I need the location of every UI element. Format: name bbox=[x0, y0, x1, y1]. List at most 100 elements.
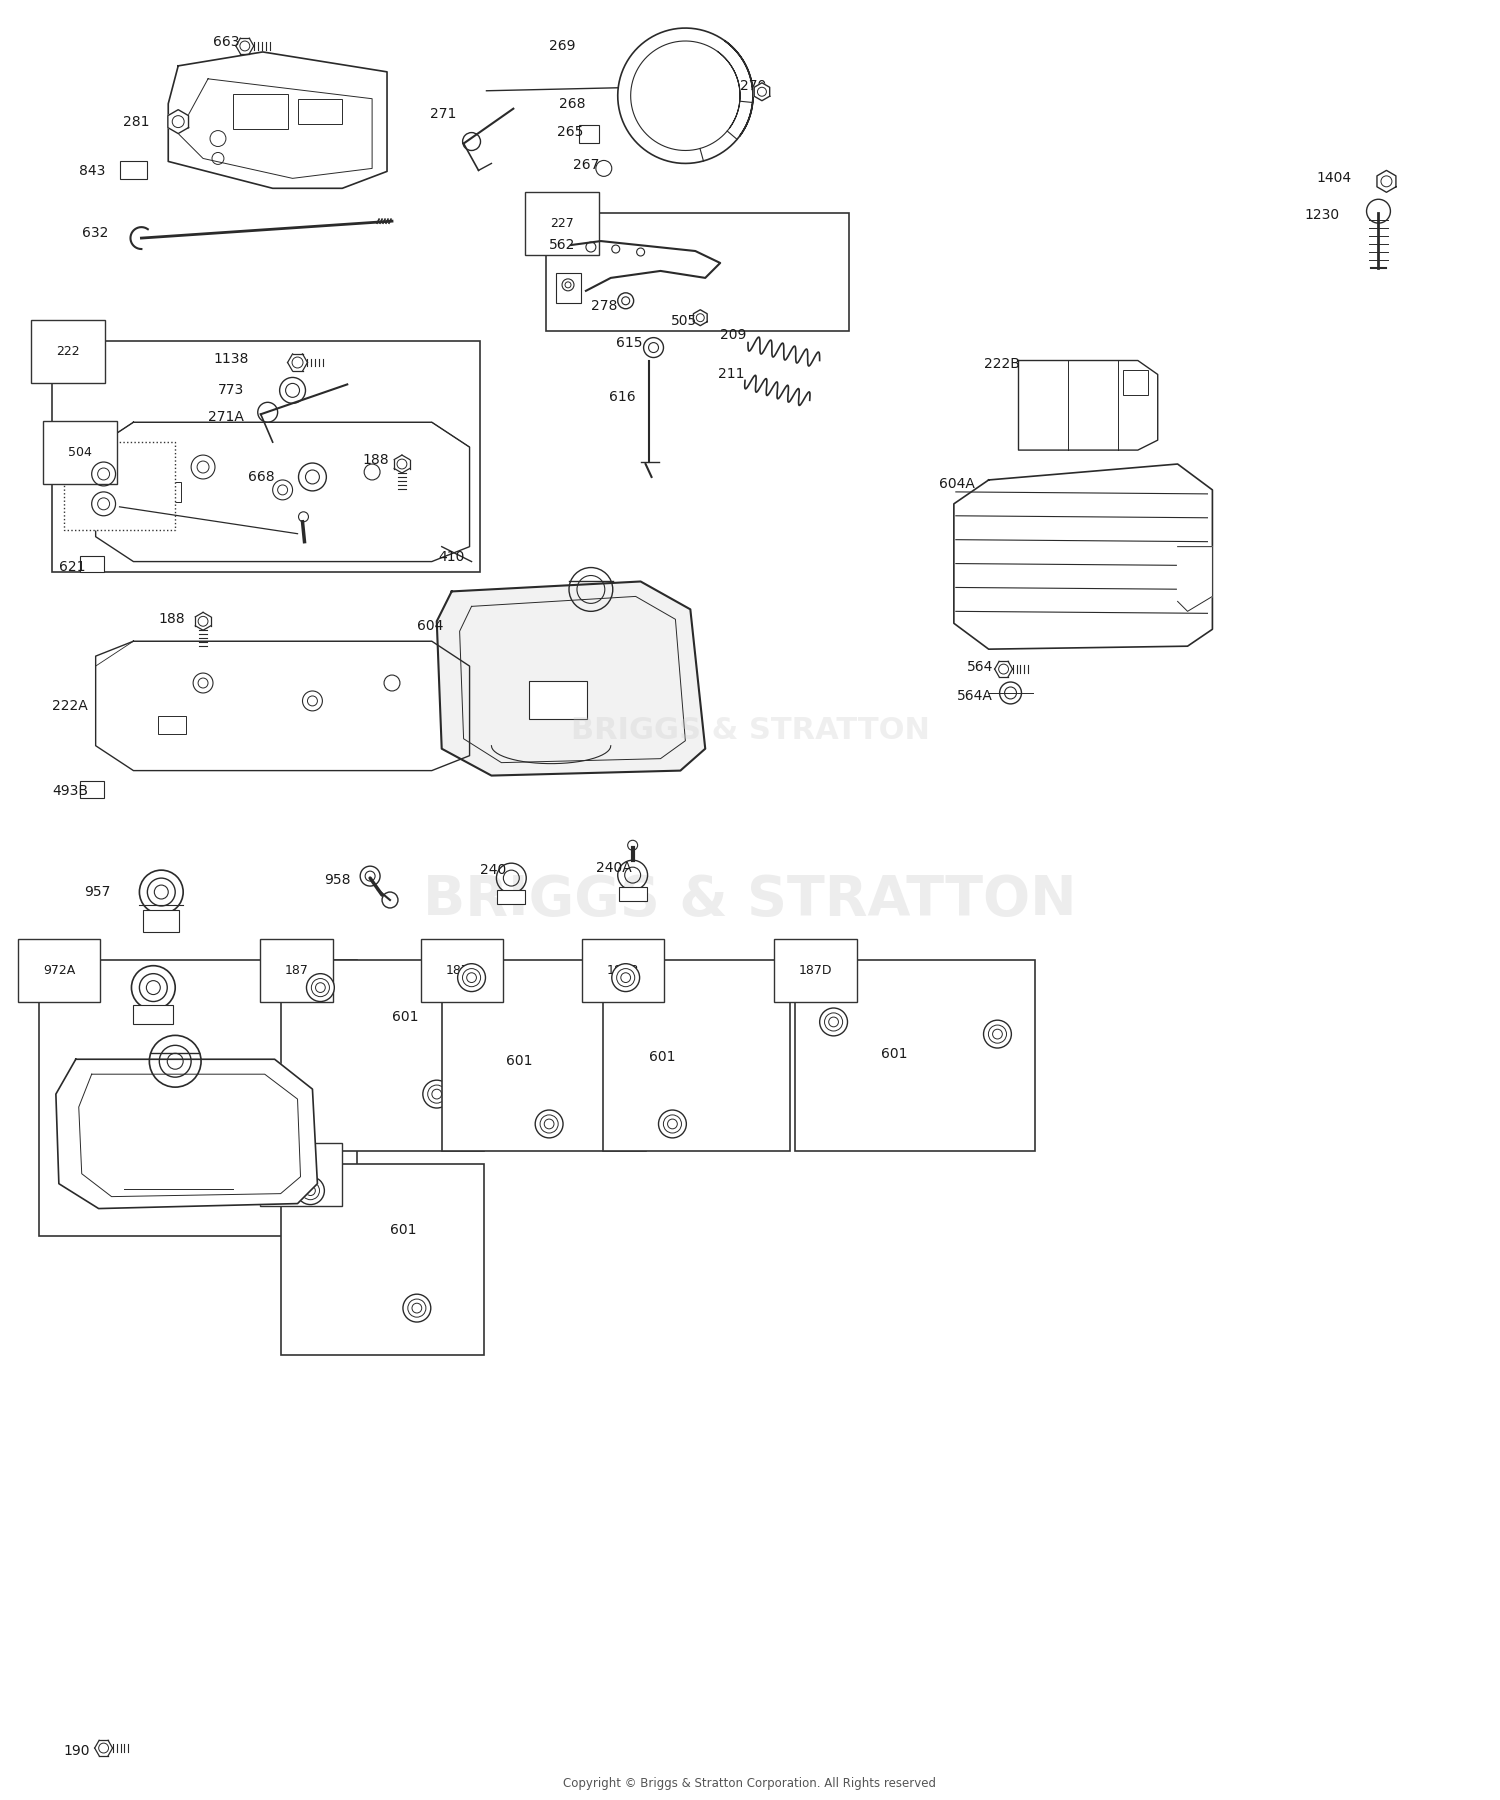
Circle shape bbox=[663, 1114, 681, 1132]
Circle shape bbox=[302, 1181, 320, 1201]
Text: 663: 663 bbox=[213, 34, 240, 49]
Circle shape bbox=[536, 1111, 562, 1138]
Bar bbox=[80, 781, 104, 799]
Circle shape bbox=[988, 1024, 1006, 1044]
Polygon shape bbox=[436, 581, 705, 776]
Bar bbox=[795, 959, 1035, 1150]
Text: 616: 616 bbox=[609, 391, 636, 405]
Text: 222B: 222B bbox=[984, 358, 1020, 371]
Bar bbox=[280, 959, 484, 1150]
Text: 564A: 564A bbox=[957, 689, 993, 704]
Text: 621: 621 bbox=[58, 560, 86, 574]
Bar bbox=[441, 959, 645, 1150]
Text: 1138: 1138 bbox=[213, 351, 249, 365]
Polygon shape bbox=[693, 310, 706, 326]
Text: 604A: 604A bbox=[939, 477, 975, 491]
Text: 270: 270 bbox=[740, 79, 766, 94]
Circle shape bbox=[427, 1085, 445, 1103]
Bar bbox=[80, 556, 104, 572]
Circle shape bbox=[312, 979, 330, 997]
Text: 211: 211 bbox=[718, 367, 744, 382]
Text: 187D: 187D bbox=[798, 963, 832, 977]
Bar bbox=[120, 162, 147, 180]
Text: 267: 267 bbox=[573, 158, 600, 173]
Bar bbox=[1124, 371, 1148, 396]
Polygon shape bbox=[1178, 547, 1212, 612]
Text: 265: 265 bbox=[556, 124, 584, 139]
Polygon shape bbox=[96, 641, 470, 770]
Bar bbox=[53, 340, 480, 572]
Circle shape bbox=[466, 972, 477, 983]
Text: 240: 240 bbox=[480, 864, 506, 877]
Text: 601: 601 bbox=[392, 1010, 418, 1024]
Text: 240A: 240A bbox=[596, 860, 632, 875]
Bar bbox=[144, 911, 178, 932]
Circle shape bbox=[306, 1186, 315, 1195]
Text: 271: 271 bbox=[430, 106, 456, 121]
Text: 1404: 1404 bbox=[1317, 171, 1352, 185]
Text: 615: 615 bbox=[615, 335, 642, 349]
Circle shape bbox=[462, 968, 480, 986]
Circle shape bbox=[413, 1303, 422, 1312]
Bar bbox=[603, 959, 790, 1150]
Text: 632: 632 bbox=[81, 227, 108, 239]
Polygon shape bbox=[96, 423, 470, 562]
Text: Copyright © Briggs & Stratton Corporation. All Rights reserved: Copyright © Briggs & Stratton Corporatio… bbox=[564, 1777, 936, 1791]
Polygon shape bbox=[56, 1058, 318, 1208]
Bar bbox=[546, 212, 849, 331]
Bar bbox=[159, 716, 186, 734]
Text: 187: 187 bbox=[285, 963, 309, 977]
Text: 562: 562 bbox=[549, 238, 576, 252]
Bar bbox=[64, 443, 176, 529]
Circle shape bbox=[458, 963, 486, 992]
Circle shape bbox=[306, 974, 334, 1001]
Text: 187C: 187C bbox=[285, 1168, 316, 1181]
Bar bbox=[134, 1004, 172, 1024]
Polygon shape bbox=[168, 110, 189, 133]
Text: 188: 188 bbox=[159, 612, 184, 626]
Circle shape bbox=[825, 1013, 843, 1031]
Text: 269: 269 bbox=[549, 40, 576, 52]
Polygon shape bbox=[1019, 360, 1158, 450]
Circle shape bbox=[828, 1017, 839, 1026]
Circle shape bbox=[423, 1080, 450, 1109]
Text: 505: 505 bbox=[670, 313, 696, 328]
Text: 281: 281 bbox=[123, 115, 150, 128]
Text: 972A: 972A bbox=[44, 963, 75, 977]
Text: 957: 957 bbox=[84, 886, 110, 898]
Circle shape bbox=[404, 1294, 430, 1321]
Text: 958: 958 bbox=[324, 873, 351, 887]
Polygon shape bbox=[1377, 171, 1396, 193]
Text: 773: 773 bbox=[217, 383, 244, 398]
Bar bbox=[530, 680, 586, 718]
Text: 1230: 1230 bbox=[1305, 209, 1340, 221]
Polygon shape bbox=[754, 83, 770, 101]
Circle shape bbox=[668, 1120, 678, 1129]
Bar bbox=[498, 889, 525, 904]
Circle shape bbox=[616, 968, 634, 986]
Circle shape bbox=[993, 1030, 1002, 1039]
Text: 278: 278 bbox=[591, 299, 618, 313]
Text: 601: 601 bbox=[882, 1048, 908, 1062]
Bar bbox=[579, 124, 598, 142]
Bar bbox=[39, 959, 357, 1237]
Text: 843: 843 bbox=[78, 164, 105, 178]
Text: 209: 209 bbox=[720, 328, 747, 342]
Circle shape bbox=[984, 1021, 1011, 1048]
Circle shape bbox=[408, 1300, 426, 1318]
Text: 604: 604 bbox=[417, 619, 442, 634]
Bar bbox=[280, 1165, 484, 1355]
Bar bbox=[232, 94, 288, 128]
Bar bbox=[152, 482, 182, 502]
Text: 187B: 187B bbox=[608, 963, 639, 977]
Text: 188: 188 bbox=[362, 454, 388, 466]
Text: 187A: 187A bbox=[446, 963, 478, 977]
Circle shape bbox=[658, 1111, 687, 1138]
Text: 601: 601 bbox=[390, 1224, 417, 1237]
Bar bbox=[556, 274, 580, 302]
Circle shape bbox=[432, 1089, 441, 1100]
Text: BRIGGS & STRATTON: BRIGGS & STRATTON bbox=[570, 716, 930, 745]
Circle shape bbox=[315, 983, 326, 992]
Circle shape bbox=[612, 963, 639, 992]
Text: 227: 227 bbox=[550, 218, 574, 230]
